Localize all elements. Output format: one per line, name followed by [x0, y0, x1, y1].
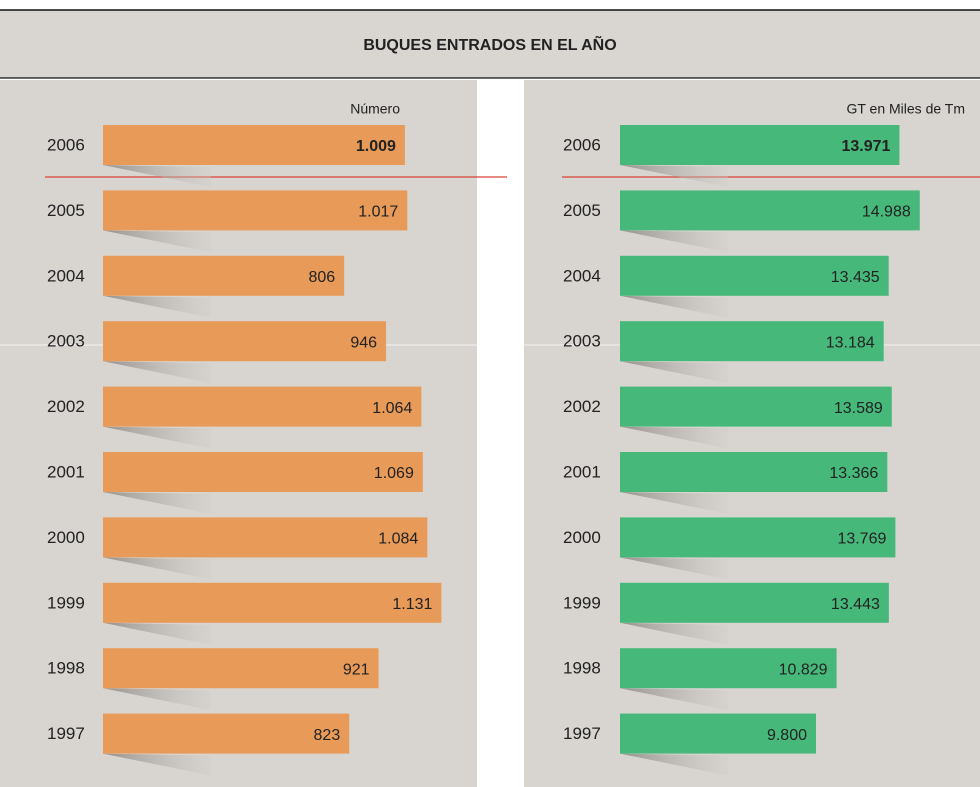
bar-shadow: [620, 557, 728, 580]
value-label: 13.443: [831, 596, 880, 613]
category-label: 2003: [47, 332, 85, 351]
category-label: 2006: [563, 135, 601, 154]
category-label: 1997: [47, 724, 85, 743]
bar: [620, 255, 889, 296]
category-label: 2002: [47, 397, 85, 416]
bar: [103, 648, 379, 689]
category-label: 2004: [563, 266, 601, 285]
value-label: 13.184: [826, 334, 875, 351]
bar-shadow: [103, 361, 211, 384]
bar-shadow: [103, 426, 211, 449]
category-label: 2005: [563, 201, 601, 220]
value-label: 1.084: [378, 531, 418, 548]
bar: [103, 255, 345, 296]
bar: [103, 582, 442, 623]
category-label: 2004: [47, 266, 85, 285]
value-label: 1.069: [374, 465, 414, 482]
bar: [620, 321, 884, 362]
bar-shadow: [620, 165, 728, 187]
bar: [620, 125, 900, 165]
bar: [620, 517, 896, 558]
bar: [103, 386, 422, 427]
category-label: 1998: [47, 659, 85, 678]
value-label: 823: [314, 727, 341, 744]
value-label: 806: [308, 269, 335, 286]
value-label: 14.988: [862, 204, 911, 221]
bar: [103, 517, 428, 558]
bar: [620, 648, 837, 689]
category-label: 2005: [47, 201, 85, 220]
bar: [103, 125, 405, 165]
bar-shadow: [620, 622, 728, 645]
bar: [103, 713, 350, 754]
value-label: 9.800: [767, 727, 807, 744]
bar-shadow: [103, 492, 211, 514]
chart-title: BUQUES ENTRADOS EN EL AÑO: [363, 34, 616, 54]
bar: [620, 713, 816, 754]
category-label: 2001: [47, 462, 85, 481]
bar-shadow: [620, 426, 728, 449]
bar-shadow: [103, 557, 211, 580]
plots: Número 2006 1.009 2005 1.017 2004 806 2003 946 20…: [47, 101, 965, 776]
bar: [620, 386, 892, 427]
value-label: 13.589: [834, 400, 883, 417]
bar: [103, 452, 423, 492]
value-label: 921: [343, 661, 370, 678]
bar-shadow: [620, 295, 728, 318]
bar-shadow: [620, 492, 728, 514]
value-label: 13.971: [841, 138, 890, 155]
value-label: 946: [350, 334, 377, 351]
bar-shadow: [103, 230, 211, 253]
category-label: 2000: [563, 528, 601, 547]
category-label: 2000: [47, 528, 85, 547]
category-label: 2001: [563, 462, 601, 481]
column-header: Número: [350, 101, 400, 117]
category-label: 2002: [563, 397, 601, 416]
value-label: 1.131: [392, 596, 432, 613]
category-label: 1997: [563, 724, 601, 743]
bar-shadow: [103, 622, 211, 645]
category-label: 1998: [563, 659, 601, 678]
bar-shadow: [103, 688, 211, 711]
value-label: 13.769: [837, 531, 886, 548]
bar: [620, 190, 920, 231]
bar: [103, 321, 387, 362]
value-label: 1.009: [356, 138, 396, 155]
value-label: 1.064: [372, 400, 412, 417]
value-label: 13.435: [831, 269, 880, 286]
bar: [620, 452, 888, 492]
category-label: 1999: [47, 593, 85, 612]
bar-shadow: [103, 753, 211, 776]
bar: [103, 190, 408, 231]
category-label: 2006: [47, 135, 85, 154]
column-header: GT en Miles de Tm: [846, 101, 965, 117]
bar-shadow: [103, 295, 211, 318]
bar-shadow: [620, 361, 728, 384]
category-label: 2003: [563, 332, 601, 351]
header-band: [0, 10, 980, 78]
bar: [620, 582, 889, 623]
bar-shadow: [620, 230, 728, 253]
bar-shadow: [103, 165, 211, 187]
value-label: 1.017: [358, 204, 398, 221]
bar-shadow: [620, 688, 728, 711]
value-label: 13.366: [829, 465, 878, 482]
value-label: 10.829: [779, 661, 828, 678]
category-label: 1999: [563, 593, 601, 612]
bar-shadow: [620, 753, 728, 776]
